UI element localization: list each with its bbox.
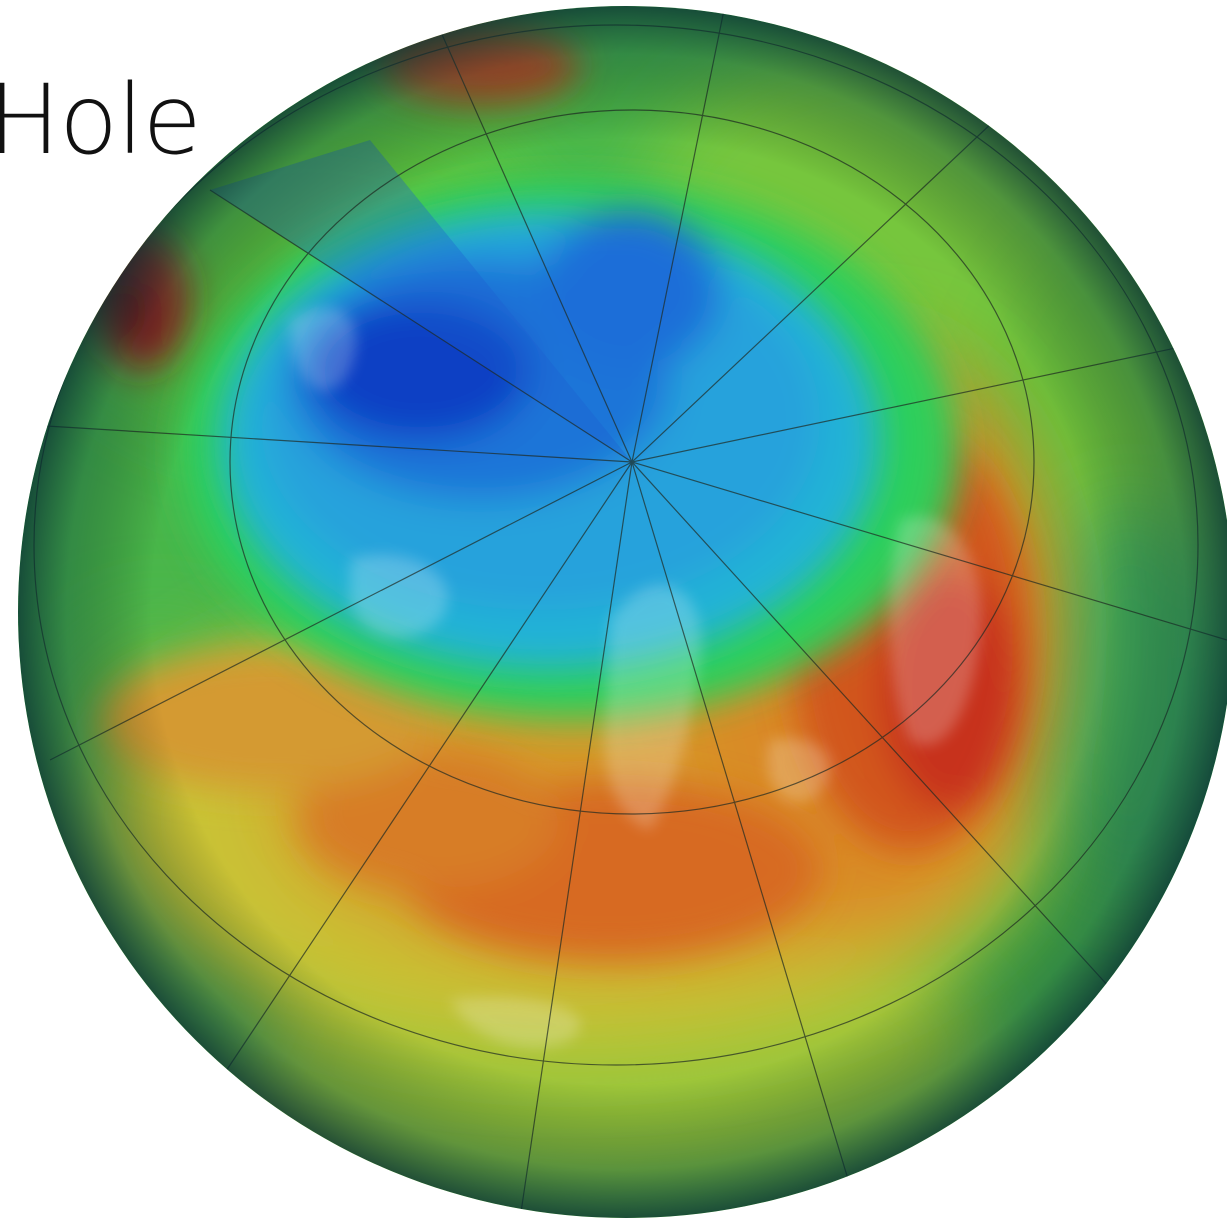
- slide-title: Hole: [0, 64, 202, 176]
- globe-field: [18, 6, 1227, 1218]
- limb-shading: [18, 6, 1227, 1218]
- ozone-globe-map: [10, 0, 1227, 1219]
- globe-svg: [18, 6, 1227, 1218]
